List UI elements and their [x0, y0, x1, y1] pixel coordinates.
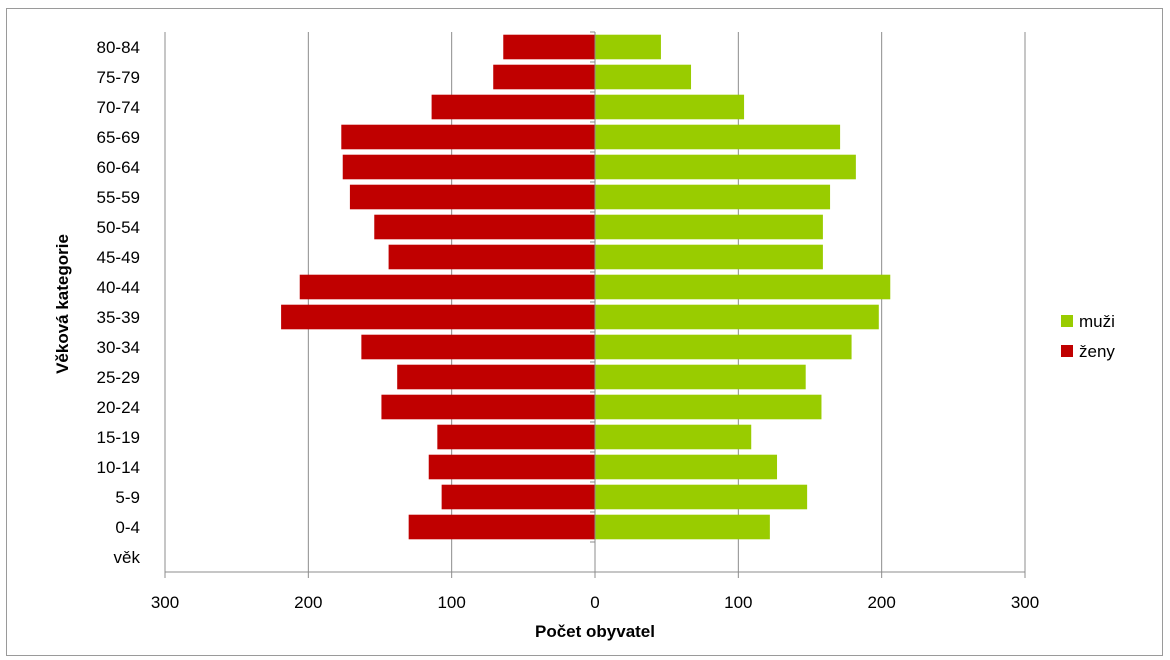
axes	[164, 31, 1026, 578]
bar-zeny-45-49	[388, 244, 595, 270]
bar-zeny-5-9	[441, 484, 595, 510]
bar-zeny-80-84	[503, 34, 595, 60]
y-tick-label: 35-39	[97, 308, 140, 327]
bar-muzi-65-69	[595, 124, 841, 150]
bar-zeny-75-79	[493, 64, 595, 90]
bar-muzi-25-29	[595, 364, 806, 390]
bar-muzi-20-24	[595, 394, 822, 420]
legend: muži ženy	[1061, 312, 1115, 361]
y-tick-label: 25-29	[97, 368, 140, 387]
legend-swatch-zeny	[1061, 345, 1073, 357]
bar-muzi-30-34	[595, 334, 852, 360]
y-tick-label: 20-24	[97, 398, 140, 417]
bar-zeny-10-14	[428, 454, 595, 480]
x-tick-label: 300	[1011, 593, 1039, 612]
y-tick-label: 0-4	[115, 518, 140, 537]
bar-muzi-5-9	[595, 484, 808, 510]
x-tick-labels: 300 200 100 0 100 200 300	[151, 593, 1039, 612]
bar-zeny-55-59	[349, 184, 595, 210]
y-tick-label: věk	[114, 548, 141, 567]
bar-zeny-65-69	[341, 124, 595, 150]
bar-muzi-80-84	[595, 34, 661, 60]
y-tick-label: 65-69	[97, 128, 140, 147]
bar-zeny-70-74	[431, 94, 595, 120]
bar-muzi-45-49	[595, 244, 823, 270]
y-tick-label: 45-49	[97, 248, 140, 267]
bar-muzi-70-74	[595, 94, 745, 120]
bar-muzi-75-79	[595, 64, 692, 90]
bars	[281, 34, 891, 540]
y-tick-label: 75-79	[97, 68, 140, 87]
bar-zeny-15-19	[437, 424, 595, 450]
bar-muzi-55-59	[595, 184, 831, 210]
y-tick-label: 80-84	[97, 38, 140, 57]
y-tick-label: 70-74	[97, 98, 140, 117]
y-tick-label: 30-34	[97, 338, 140, 357]
x-tick-label: 200	[294, 593, 322, 612]
y-tick-labels: věk 0-4 5-9 10-14 15-19 20-24 25-29 30-34 35-39 4…	[97, 38, 141, 567]
bar-zeny-25-29	[397, 364, 595, 390]
bar-muzi-40-44	[595, 274, 891, 300]
legend-label-zeny: ženy	[1079, 342, 1115, 361]
x-axis-title: Počet obyvatel	[535, 622, 655, 641]
x-tick-label: 0	[590, 593, 599, 612]
y-tick-label: 50-54	[97, 218, 140, 237]
bar-muzi-35-39	[595, 304, 879, 330]
bar-muzi-15-19	[595, 424, 752, 450]
bar-muzi-0-4	[595, 514, 770, 540]
x-tick-label: 200	[867, 593, 895, 612]
bar-zeny-40-44	[299, 274, 595, 300]
y-tick-label: 5-9	[115, 488, 140, 507]
bar-zeny-35-39	[281, 304, 595, 330]
y-tick-label: 15-19	[97, 428, 140, 447]
legend-label-muzi: muži	[1079, 312, 1115, 331]
x-tick-label: 100	[437, 593, 465, 612]
bar-zeny-50-54	[374, 214, 595, 240]
bar-muzi-60-64	[595, 154, 856, 180]
bar-zeny-20-24	[381, 394, 595, 420]
bar-muzi-50-54	[595, 214, 823, 240]
bar-zeny-0-4	[408, 514, 595, 540]
y-tick-label: 55-59	[97, 188, 140, 207]
x-tick-label: 100	[724, 593, 752, 612]
y-tick-label: 10-14	[97, 458, 140, 477]
bar-zeny-60-64	[342, 154, 595, 180]
x-tick-label: 300	[151, 593, 179, 612]
y-tick-label: 60-64	[97, 158, 140, 177]
bar-muzi-10-14	[595, 454, 778, 480]
y-axis-title: Věková kategorie	[53, 234, 72, 374]
legend-swatch-muzi	[1061, 315, 1073, 327]
y-tick-label: 40-44	[97, 278, 140, 297]
bar-zeny-30-34	[361, 334, 595, 360]
gridlines	[164, 32, 1026, 572]
